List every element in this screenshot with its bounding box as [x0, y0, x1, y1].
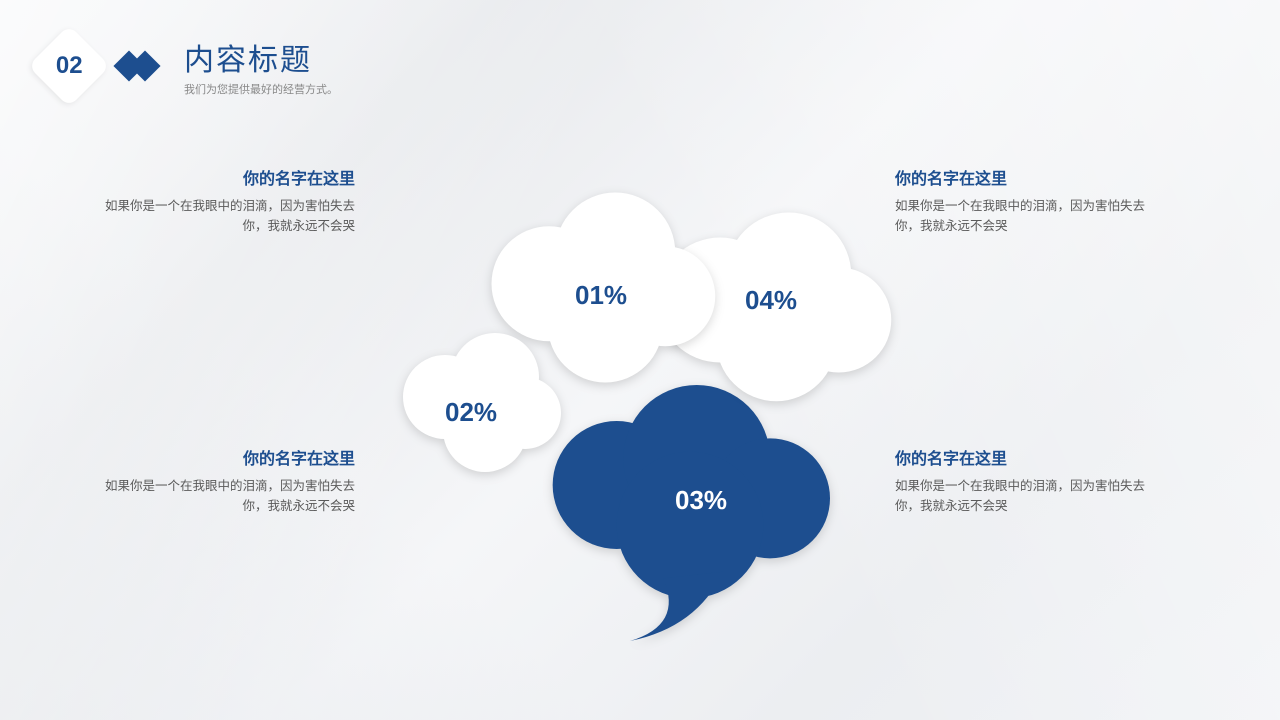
callout-body: 如果你是一个在我眼中的泪滴，因为害怕失去你，我就永远不会哭 [895, 476, 1155, 516]
page-number: 02 [56, 52, 83, 80]
cloud-02: 02% [390, 325, 570, 490]
callout-body: 如果你是一个在我眼中的泪滴，因为害怕失去你，我就永远不会哭 [95, 196, 355, 236]
diamond-icon [118, 51, 164, 81]
cloud-03: 03% [535, 385, 845, 650]
callout-title: 你的名字在这里 [95, 450, 355, 470]
callout-bottom-right: 你的名字在这里 如果你是一个在我眼中的泪滴，因为害怕失去你，我就永远不会哭 [895, 450, 1155, 516]
cloud-label-04: 04% [745, 285, 797, 316]
slide-header: 02 内容标题 我们为您提供最好的经营方式。 [40, 35, 338, 97]
callout-title: 你的名字在这里 [95, 170, 355, 190]
callout-title: 你的名字在这里 [895, 170, 1155, 190]
callout-top-right: 你的名字在这里 如果你是一个在我眼中的泪滴，因为害怕失去你，我就永远不会哭 [895, 170, 1155, 236]
cloud-infographic: 03% 04% 01% [390, 170, 890, 610]
cloud-label-01: 01% [575, 280, 627, 311]
callout-title: 你的名字在这里 [895, 450, 1155, 470]
title-block: 内容标题 我们为您提供最好的经营方式。 [184, 35, 338, 97]
callout-body: 如果你是一个在我眼中的泪滴，因为害怕失去你，我就永远不会哭 [95, 476, 355, 516]
cloud-label-02: 02% [445, 397, 497, 428]
callout-body: 如果你是一个在我眼中的泪滴，因为害怕失去你，我就永远不会哭 [895, 196, 1155, 236]
slide-subtitle: 我们为您提供最好的经营方式。 [184, 81, 338, 97]
slide-title: 内容标题 [184, 35, 338, 79]
callout-top-left: 你的名字在这里 如果你是一个在我眼中的泪滴，因为害怕失去你，我就永远不会哭 [95, 170, 355, 236]
page-number-badge: 02 [28, 25, 110, 107]
cloud-label-03: 03% [675, 485, 727, 516]
callout-bottom-left: 你的名字在这里 如果你是一个在我眼中的泪滴，因为害怕失去你，我就永远不会哭 [95, 450, 355, 516]
